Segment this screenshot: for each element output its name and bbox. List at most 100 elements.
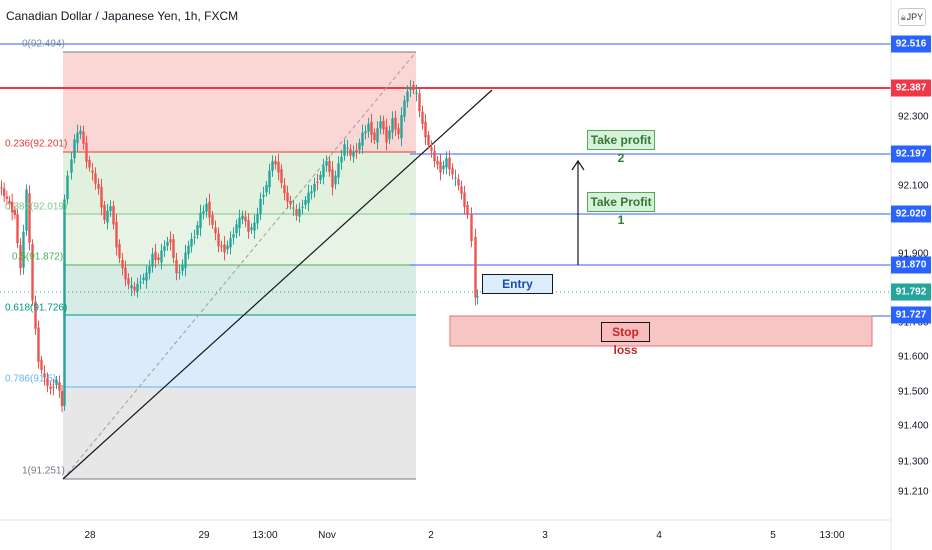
candle-body — [25, 189, 28, 231]
candle-body — [361, 132, 364, 146]
candle-body — [460, 186, 463, 194]
candle-body — [265, 185, 268, 193]
candle-body — [470, 213, 473, 242]
candle-body — [400, 115, 403, 139]
candle-body — [442, 165, 445, 170]
candle-body — [424, 121, 427, 138]
candle-body — [190, 238, 193, 247]
candle-body — [355, 150, 358, 152]
x-tick: 4 — [656, 530, 662, 541]
candle-body — [476, 296, 479, 298]
candle-body — [184, 252, 187, 269]
candle-body — [349, 149, 352, 156]
candle-body — [412, 85, 415, 90]
candle-body — [37, 327, 40, 362]
candle-body — [88, 160, 91, 168]
candle-body — [244, 216, 247, 222]
currency-label: JPY — [906, 12, 924, 22]
candle-body — [238, 217, 241, 229]
candle-body — [295, 209, 298, 216]
take-profit-2-label[interactable]: Take profit 2 — [587, 130, 655, 165]
candle-body — [145, 272, 148, 281]
fib-zone-0-0236 — [63, 52, 416, 152]
candle-body — [445, 158, 448, 168]
candle-body — [63, 199, 66, 406]
candle-body — [292, 207, 295, 209]
candle-body — [85, 142, 88, 162]
candle-body — [121, 259, 124, 269]
candle-body — [73, 139, 76, 159]
fib-label-0786: 0.786(91.5) — [5, 373, 57, 385]
y-tick: 91.400 — [898, 420, 929, 432]
chart-title: Canadian Dollar / Japanese Yen, 1h, FXCM — [6, 9, 239, 23]
fib-zone-05-0618 — [63, 265, 416, 315]
candle-body — [406, 91, 409, 102]
candle-body — [52, 386, 55, 388]
candle-body — [109, 206, 112, 211]
candle-body — [124, 267, 127, 280]
candle-body — [415, 92, 418, 94]
candle-body — [82, 131, 85, 144]
candle-body — [433, 150, 436, 162]
stop-loss-zone[interactable] — [449, 315, 873, 347]
candle-body — [58, 382, 61, 391]
candle-body — [337, 163, 340, 178]
candle-body — [403, 100, 406, 117]
candle-body — [391, 118, 394, 133]
fib-label-1: 1(91.251) — [22, 465, 65, 477]
candle-body — [157, 257, 160, 260]
candles-group — [0, 79, 479, 413]
candle-body — [172, 239, 175, 259]
candle-body — [418, 93, 421, 112]
candle-body — [163, 246, 166, 251]
candle-body — [286, 192, 289, 202]
candle-body — [325, 161, 328, 166]
dashed-trend-line[interactable] — [62, 51, 417, 480]
candle-body — [262, 194, 265, 197]
stop-loss-label[interactable]: Stop loss — [601, 322, 650, 357]
candle-body — [142, 277, 145, 280]
candle-body — [0, 187, 3, 189]
entry-label[interactable]: Entry — [482, 274, 553, 294]
y-tick: 92.100 — [898, 180, 929, 192]
candle-body — [274, 160, 277, 165]
candle-body — [193, 236, 196, 238]
candle-body — [148, 266, 151, 274]
candle-body — [364, 131, 367, 134]
candle-body — [421, 111, 424, 124]
candle-body — [409, 86, 412, 91]
candle-body — [22, 231, 25, 268]
candle-body — [55, 380, 58, 385]
fib-zone-0618-0786 — [63, 315, 416, 387]
candle-body — [28, 193, 31, 243]
currency-badge[interactable]: 🔒︎JPY — [898, 8, 926, 26]
candle-body — [256, 213, 259, 224]
candle-body — [79, 130, 82, 135]
x-tick: 2 — [428, 530, 434, 541]
candle-body — [166, 241, 169, 246]
candle-body — [133, 286, 136, 291]
fib-label-0: 0(92.494) — [22, 38, 65, 50]
y-tick: 91.210 — [898, 486, 929, 498]
take-profit-1-label[interactable]: Take Profit 1 — [587, 192, 655, 227]
x-tick: 5 — [770, 530, 776, 541]
candle-body — [181, 264, 184, 271]
trend-line[interactable] — [62, 89, 493, 480]
candle-body — [94, 173, 97, 184]
candle-body — [8, 200, 11, 205]
target-arrow-head — [571, 159, 585, 171]
candle-body — [10, 201, 14, 213]
candle-body — [160, 250, 163, 263]
candle-body — [130, 285, 133, 289]
candle-body — [106, 210, 109, 223]
candle-body — [49, 386, 52, 389]
candle-body — [457, 179, 460, 186]
lock-icon: 🔒︎ — [900, 12, 906, 22]
candle-body — [175, 259, 178, 274]
candle-body — [205, 203, 208, 212]
y-tick: 91.900 — [898, 248, 929, 260]
candle-body — [301, 206, 304, 208]
candle-body — [202, 211, 205, 214]
candle-body — [151, 253, 154, 267]
